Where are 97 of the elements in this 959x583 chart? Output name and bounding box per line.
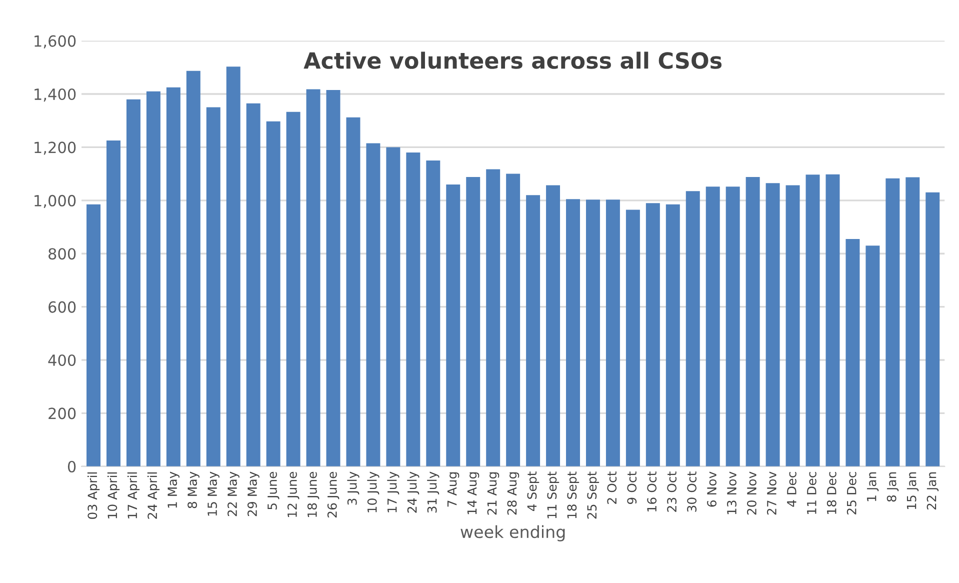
x-tick-label: 4 Sept: [527, 472, 540, 512]
bar: [406, 152, 420, 466]
bar: [426, 160, 440, 466]
x-tick-label: 22 May: [228, 472, 240, 516]
y-tick-label: 400: [48, 354, 76, 366]
chart-title: Active volunteers across all CSOs: [304, 52, 722, 69]
bar: [526, 195, 540, 466]
x-axis-title: week ending: [460, 525, 565, 542]
x-tick-label: 8 May: [188, 472, 200, 508]
bar: [506, 174, 520, 466]
bar: [626, 210, 640, 466]
bar: [86, 204, 100, 466]
bar: [246, 103, 260, 466]
bar: [126, 99, 140, 466]
bar: [706, 186, 720, 466]
x-tick-label: 15 May: [208, 472, 220, 516]
bar: [546, 185, 560, 466]
bar: [686, 191, 700, 466]
x-tick-label: 5 June: [268, 472, 280, 510]
bar: [726, 186, 740, 466]
x-tick-label: 29 May: [248, 472, 260, 516]
x-tick-label: 25 Dec: [846, 472, 856, 514]
bar: [106, 140, 120, 466]
x-tick-label: 20 Nov: [746, 472, 756, 515]
bar: [346, 117, 360, 466]
x-tick-label: 1 Jan: [867, 472, 879, 502]
x-tick-label: 2 Oct: [607, 472, 617, 504]
x-tick-label: 8 Jan: [886, 472, 899, 502]
x-tick-label: 23 Oct: [667, 472, 677, 512]
x-tick-label: 27 Nov: [766, 472, 776, 515]
x-tick-label: 21 Aug: [487, 472, 500, 515]
bar: [586, 200, 600, 466]
bar: [186, 70, 200, 466]
bar: [746, 177, 760, 466]
bar: [206, 107, 220, 466]
bar: [786, 185, 800, 466]
bar: [286, 112, 300, 466]
x-tick-label: 25 Sept: [587, 472, 600, 519]
bar: [326, 90, 340, 466]
x-tick-label: 24 July: [407, 472, 420, 513]
x-tick-label: 4 Dec: [787, 472, 796, 507]
bar: [926, 192, 940, 466]
x-tick-label: 9 Oct: [627, 472, 637, 504]
bar: [366, 143, 380, 466]
x-tick-label: 31 July: [427, 472, 440, 513]
x-tick-label: 18 Sept: [567, 472, 580, 518]
x-tick-label: 18 June: [307, 472, 320, 517]
x-tick-label: 28 Aug: [507, 472, 520, 515]
y-tick-label: 600: [48, 301, 76, 313]
bar: [806, 174, 820, 466]
bar: [666, 204, 680, 466]
x-tick-label: 03 April: [87, 472, 100, 519]
bar: [606, 200, 620, 466]
bar: [166, 87, 180, 466]
x-tick-label: 12 June: [287, 472, 300, 517]
bar: [906, 177, 920, 466]
x-tick-label: 22 Jan: [926, 472, 939, 510]
bar: [146, 91, 160, 466]
x-tick-label: 11 Dec: [807, 472, 816, 514]
x-tick-label: 15 Jan: [906, 472, 919, 510]
bar: [486, 169, 500, 466]
x-tick-label: 17 April: [127, 472, 140, 518]
y-tick-label: 0: [68, 460, 76, 472]
bar: [386, 147, 400, 466]
y-tick-label: 1,000: [34, 194, 76, 208]
y-tick-label: 200: [48, 408, 76, 420]
x-tick-label: 16 Oct: [647, 472, 657, 512]
bar: [306, 89, 320, 466]
x-tick-label: 18 Dec: [826, 472, 836, 514]
y-tick-label: 1,200: [34, 142, 76, 155]
x-tick-label: 14 Aug: [467, 472, 480, 514]
bar: [646, 203, 660, 466]
x-tick-label: 10 April: [107, 472, 120, 518]
y-tick-label: 800: [48, 248, 76, 260]
x-tick-label: 11 Sept: [547, 472, 560, 518]
bar: [886, 178, 900, 466]
bar: [866, 246, 880, 466]
x-tick-label: 6 Nov: [707, 472, 716, 507]
y-tick-label: 1,400: [34, 88, 76, 102]
x-tick-label: 30 Oct: [687, 472, 697, 512]
x-tick-label: 17 July: [387, 472, 400, 512]
bar: [266, 121, 280, 466]
bar: [766, 183, 780, 466]
x-tick-label: 26 June: [327, 472, 340, 518]
x-tick-label: 1 May: [168, 472, 180, 508]
bar: [826, 174, 840, 466]
x-tick-label: 7 Aug: [447, 472, 460, 507]
bar: [226, 66, 240, 466]
y-tick-label: 1,600: [34, 35, 76, 48]
bar: [446, 184, 460, 466]
x-tick-label: 13 Nov: [727, 472, 736, 514]
x-tick-label: 10 July: [367, 472, 380, 512]
x-tick-label: 24 April: [147, 472, 160, 519]
bar: [466, 177, 480, 466]
bar: [566, 199, 580, 466]
bar: [846, 238, 860, 466]
x-tick-label: 3 July: [347, 472, 360, 505]
